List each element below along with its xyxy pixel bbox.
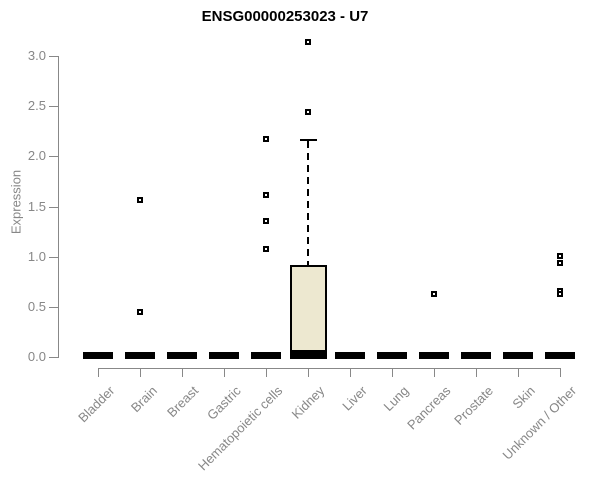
x-tick bbox=[308, 368, 309, 377]
outlier-point bbox=[263, 217, 269, 224]
y-tick-label: 0.0 bbox=[27, 349, 46, 364]
x-tick bbox=[518, 368, 519, 377]
x-tick bbox=[350, 368, 351, 377]
x-tick-label: Pancreas bbox=[404, 383, 454, 433]
x-axis-line bbox=[97, 368, 561, 369]
median-bar bbox=[125, 352, 155, 359]
x-tick bbox=[98, 368, 99, 377]
median-bar bbox=[167, 352, 197, 359]
x-tick bbox=[224, 368, 225, 377]
y-tick-label: 2.5 bbox=[27, 98, 46, 114]
y-tick-label: 1.0 bbox=[27, 248, 46, 264]
x-tick bbox=[434, 368, 435, 377]
y-tick bbox=[49, 106, 58, 108]
y-tick-label: 2.0 bbox=[27, 148, 46, 164]
y-tick bbox=[49, 156, 58, 158]
y-tick bbox=[49, 56, 58, 57]
median-bar bbox=[209, 352, 239, 359]
outlier-point bbox=[557, 252, 563, 259]
y-tick-label: 1.5 bbox=[27, 198, 46, 214]
y-tick bbox=[49, 357, 58, 358]
median-bar bbox=[335, 352, 365, 359]
y-tick bbox=[49, 306, 58, 308]
median-bar bbox=[289, 349, 327, 357]
x-tick-label: Gastric bbox=[203, 383, 244, 423]
median-bar bbox=[377, 352, 407, 359]
outlier-point bbox=[305, 109, 311, 116]
outlier-point bbox=[431, 290, 437, 297]
y-tick-label: 0.5 bbox=[27, 298, 46, 314]
outlier-point bbox=[137, 308, 143, 315]
median-bar bbox=[419, 352, 449, 359]
x-tick bbox=[476, 368, 477, 377]
outlier-point bbox=[557, 290, 563, 297]
outlier-point bbox=[263, 136, 269, 143]
median-bar bbox=[503, 352, 533, 359]
x-tick bbox=[140, 368, 141, 377]
box bbox=[289, 264, 327, 359]
median-bar bbox=[461, 352, 491, 359]
x-tick bbox=[182, 368, 183, 377]
y-tick bbox=[49, 256, 58, 258]
y-tick bbox=[49, 206, 58, 208]
x-tick-label: Lung bbox=[380, 383, 412, 415]
x-tick bbox=[392, 368, 393, 377]
median-bar bbox=[251, 352, 281, 359]
y-axis-line bbox=[58, 56, 59, 358]
outlier-point bbox=[263, 192, 269, 199]
x-tick-label: Bladder bbox=[75, 383, 118, 426]
whisker-line bbox=[307, 141, 309, 265]
outlier-point bbox=[137, 197, 143, 204]
x-tick-label: Liver bbox=[339, 383, 370, 414]
x-tick bbox=[560, 368, 561, 377]
whisker-cap bbox=[300, 139, 317, 142]
median-bar bbox=[83, 352, 113, 359]
x-tick bbox=[266, 368, 267, 377]
x-tick-label: Prostate bbox=[450, 383, 496, 428]
outlier-point bbox=[263, 245, 269, 252]
y-tick-label: 3.0 bbox=[27, 48, 46, 63]
outlier-point bbox=[557, 259, 563, 266]
chart-title: ENSG00000253023 - U7 bbox=[201, 8, 369, 25]
x-tick-label: Breast bbox=[164, 383, 202, 421]
x-tick-label: Unknown / Other bbox=[500, 383, 580, 463]
median-bar bbox=[545, 352, 575, 359]
x-tick-label: Kidney bbox=[288, 383, 328, 422]
x-tick-label: Brain bbox=[127, 383, 160, 416]
x-tick-label: Skin bbox=[509, 383, 538, 412]
outlier-point bbox=[305, 38, 311, 45]
